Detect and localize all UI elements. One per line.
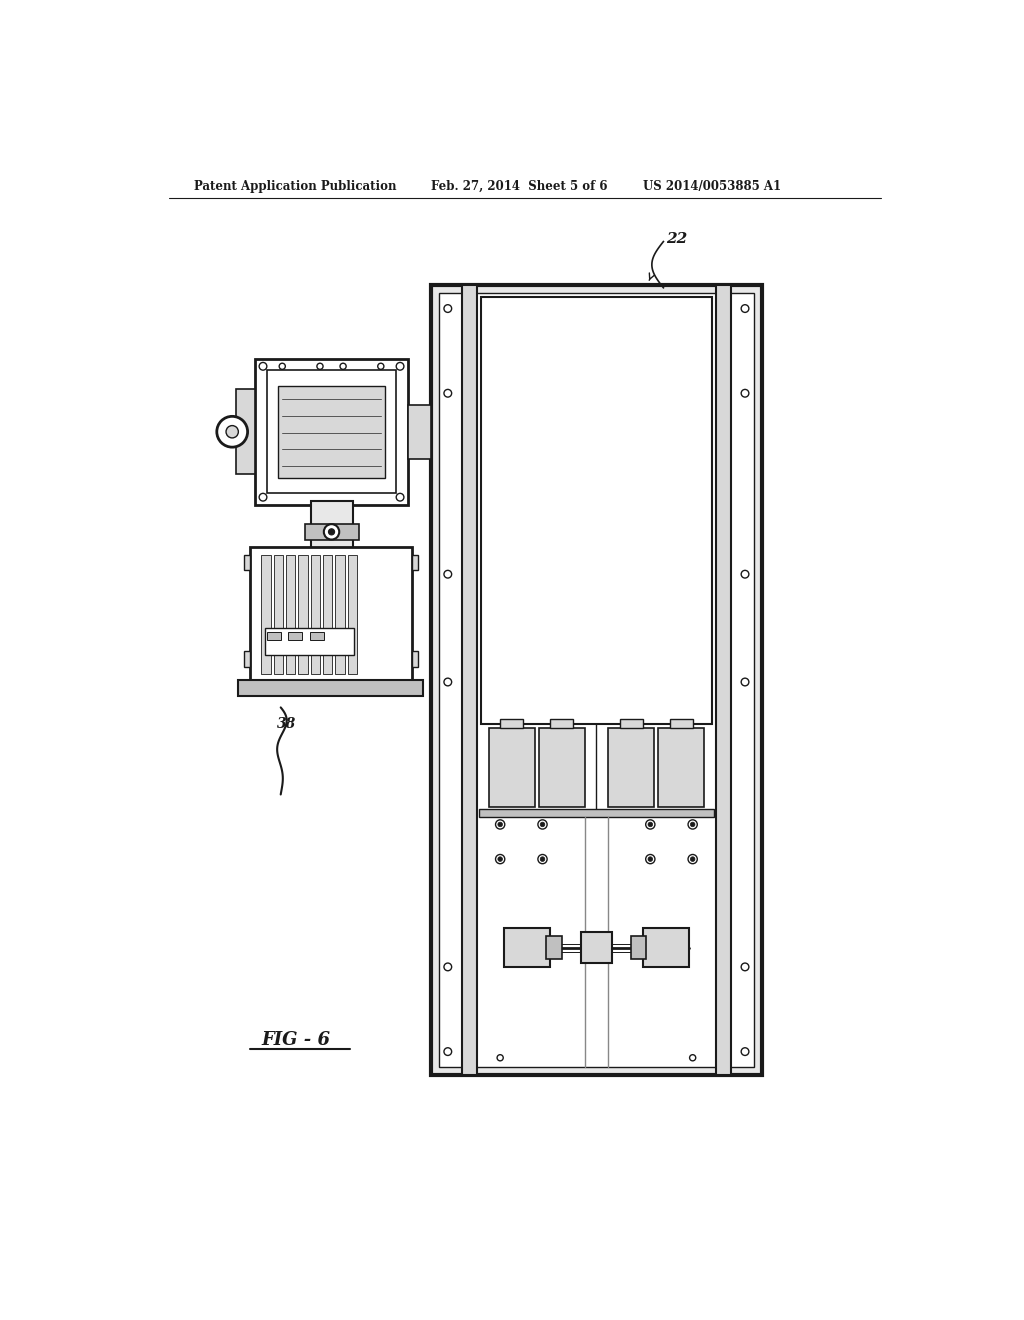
Circle shape — [444, 305, 452, 313]
Circle shape — [695, 508, 701, 513]
Circle shape — [444, 570, 452, 578]
Bar — [237, 389, 255, 474]
Bar — [547, 936, 562, 960]
Text: FIG - 6: FIG - 6 — [261, 1031, 331, 1049]
Circle shape — [688, 820, 697, 829]
Bar — [539, 729, 585, 807]
Bar — [608, 729, 654, 807]
Bar — [336, 554, 345, 675]
Circle shape — [690, 857, 695, 862]
Bar — [239, 681, 423, 696]
Bar — [348, 554, 357, 675]
Bar — [643, 928, 689, 966]
Bar — [478, 809, 714, 817]
Bar — [412, 651, 418, 667]
Bar — [250, 548, 412, 682]
Circle shape — [378, 363, 384, 370]
Circle shape — [689, 1055, 695, 1061]
Circle shape — [538, 854, 547, 863]
Bar — [500, 719, 523, 729]
Circle shape — [396, 494, 403, 502]
Circle shape — [324, 524, 339, 540]
Circle shape — [741, 389, 749, 397]
Circle shape — [695, 308, 701, 314]
Bar — [438, 293, 755, 1067]
Bar — [550, 719, 573, 729]
Circle shape — [496, 854, 505, 863]
Circle shape — [217, 416, 248, 447]
Bar — [581, 932, 611, 964]
Circle shape — [741, 1048, 749, 1056]
Circle shape — [259, 363, 267, 370]
Circle shape — [492, 508, 498, 513]
Circle shape — [541, 822, 545, 826]
Circle shape — [695, 708, 701, 714]
Circle shape — [316, 363, 323, 370]
Bar — [244, 651, 250, 667]
Circle shape — [444, 678, 452, 686]
Bar — [412, 554, 418, 570]
Bar — [267, 632, 281, 640]
Circle shape — [259, 494, 267, 502]
Bar — [658, 729, 705, 807]
Bar — [298, 554, 307, 675]
Circle shape — [648, 857, 652, 862]
Circle shape — [741, 964, 749, 970]
Bar — [488, 729, 535, 807]
Bar — [289, 632, 302, 640]
Text: US 2014/0053885 A1: US 2014/0053885 A1 — [643, 180, 780, 193]
Bar — [323, 554, 333, 675]
Circle shape — [444, 389, 452, 397]
Circle shape — [538, 820, 547, 829]
Bar — [261, 554, 270, 675]
Text: Feb. 27, 2014  Sheet 5 of 6: Feb. 27, 2014 Sheet 5 of 6 — [431, 180, 607, 193]
Bar — [310, 632, 324, 640]
Bar — [310, 554, 319, 675]
Circle shape — [497, 1055, 503, 1061]
Bar — [716, 285, 731, 1074]
Bar — [504, 928, 550, 966]
Bar — [273, 554, 283, 675]
Bar — [279, 385, 385, 478]
Bar — [255, 359, 408, 506]
Bar — [631, 936, 646, 960]
Circle shape — [226, 425, 239, 438]
Circle shape — [444, 964, 452, 970]
Circle shape — [646, 854, 655, 863]
Circle shape — [741, 305, 749, 313]
Text: 22: 22 — [666, 232, 687, 247]
Circle shape — [280, 363, 286, 370]
Bar — [620, 719, 643, 729]
Bar — [408, 405, 431, 459]
Circle shape — [690, 822, 695, 826]
Circle shape — [444, 1048, 452, 1056]
Circle shape — [498, 822, 503, 826]
Bar — [670, 719, 692, 729]
Bar — [244, 554, 250, 570]
Circle shape — [648, 822, 652, 826]
Circle shape — [340, 363, 346, 370]
Circle shape — [492, 708, 498, 714]
Circle shape — [329, 529, 335, 535]
Bar — [462, 285, 477, 1074]
Bar — [304, 524, 359, 540]
Bar — [431, 285, 762, 1074]
Circle shape — [541, 857, 545, 862]
Bar — [265, 628, 354, 655]
Circle shape — [492, 308, 498, 314]
Circle shape — [646, 820, 655, 829]
Bar — [310, 502, 353, 552]
Circle shape — [396, 363, 403, 370]
Circle shape — [496, 820, 505, 829]
Text: 38: 38 — [276, 717, 296, 731]
Circle shape — [741, 678, 749, 686]
Circle shape — [688, 854, 697, 863]
Text: Patent Application Publication: Patent Application Publication — [194, 180, 396, 193]
Bar — [267, 370, 396, 494]
Circle shape — [498, 857, 503, 862]
Bar — [481, 297, 712, 725]
Circle shape — [741, 570, 749, 578]
Bar — [286, 554, 295, 675]
